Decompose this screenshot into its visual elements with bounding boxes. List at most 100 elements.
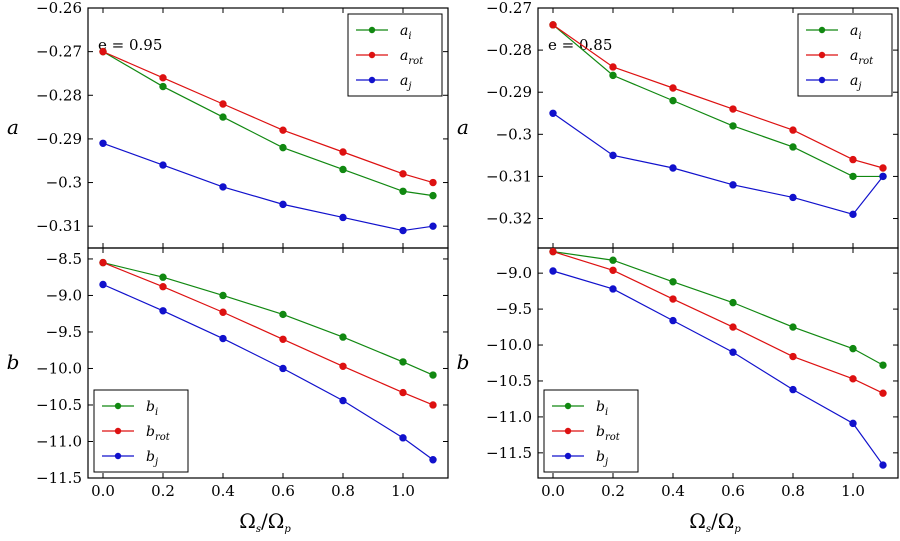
data-point-a-i	[399, 187, 407, 195]
data-point-b-j	[879, 461, 887, 469]
data-point-b-j	[789, 385, 797, 394]
data-point-a-rot	[399, 170, 407, 178]
legend-label-symbol: a	[850, 48, 858, 64]
y-tick-label: −0.29	[36, 130, 82, 148]
series-line-b-i	[552, 250, 884, 366]
data-point-a-i	[609, 71, 617, 80]
y-tick-label: −0.27	[36, 43, 82, 61]
data-point-b-i	[879, 361, 887, 369]
data-point-b-rot	[609, 266, 617, 274]
legend-marker-rot	[818, 51, 826, 59]
legend-marker-i	[564, 402, 572, 410]
y-tick-label: −0.28	[486, 41, 532, 59]
y-tick-label: −0.31	[486, 167, 532, 185]
data-point-b-j	[99, 280, 107, 289]
legend-marker-rot	[114, 427, 122, 435]
data-point-b-rot	[399, 388, 407, 397]
y-axis-label: b	[457, 350, 470, 374]
legend-label-subscript: j	[406, 81, 411, 92]
x-tick-label: 1.0	[391, 482, 415, 500]
x-tick-label: 1.0	[841, 482, 865, 500]
annotation-eccentricity: e = 0.95	[98, 36, 162, 54]
data-point-b-rot	[549, 247, 557, 256]
data-point-a-i	[339, 165, 347, 174]
panel-right-bottom: −11.5 −11.0 −10.5 −10.0 −9.5 −9.0 0.0 0.2 0.4 0.6…	[457, 247, 899, 500]
x-tick-label: 0.4	[661, 482, 685, 500]
data-point-b-rot	[219, 308, 227, 316]
x-axis-label-right: Ωs/Ωp	[689, 509, 741, 535]
data-point-a-j	[729, 181, 737, 189]
legend-marker-j	[818, 76, 826, 84]
data-point-b-j	[429, 456, 437, 464]
legend-label-subscript: i	[858, 31, 861, 42]
legend-label-b-i: bi	[146, 399, 158, 418]
data-point-b-rot	[339, 362, 347, 370]
data-point-b-rot	[99, 258, 107, 267]
annotation-eccentricity: e = 0.85	[548, 36, 612, 54]
legend-label-b-rot: brot	[146, 424, 171, 443]
data-point-b-rot	[879, 389, 887, 397]
y-tick-label: −9.0	[46, 286, 82, 304]
data-point-b-j	[609, 285, 617, 293]
x-tick-label: 0.4	[211, 482, 235, 500]
legend-marker-rot	[368, 51, 376, 59]
data-point-b-rot	[429, 401, 437, 409]
data-point-a-j	[789, 193, 797, 202]
data-point-a-rot	[849, 155, 857, 164]
y-tick-label: −9.5	[46, 323, 82, 341]
legend-label-subscript: j	[603, 457, 608, 468]
legend-marker-j	[368, 76, 376, 84]
data-point-a-j	[99, 139, 107, 147]
legend-label-symbol: a	[850, 73, 858, 89]
data-point-a-j	[609, 151, 617, 160]
series-line-a-j	[102, 142, 434, 232]
legend-marker-rot	[564, 427, 572, 435]
y-tick-label: −8.5	[46, 250, 82, 268]
legend-label-subscript: rot	[858, 56, 874, 67]
legend-label-symbol: b	[596, 449, 605, 465]
legend-label-subscript: j	[856, 81, 861, 92]
data-point-b-rot	[789, 352, 797, 361]
legend-marker-i	[368, 26, 376, 34]
x-tick-label: 0.0	[91, 482, 115, 500]
data-point-a-j	[669, 164, 677, 172]
data-point-b-rot	[729, 323, 737, 331]
y-tick-label: −11.5	[36, 469, 82, 487]
legend-label-symbol: b	[596, 399, 605, 415]
y-tick-label: −9.0	[496, 264, 532, 282]
legend-label-a-i: ai	[400, 23, 412, 42]
data-point-b-j	[279, 364, 287, 373]
data-point-b-i	[729, 298, 737, 307]
data-point-a-rot	[549, 21, 557, 29]
data-point-b-i	[609, 256, 617, 264]
y-tick-label: −11.0	[36, 432, 82, 450]
legend-label-symbol: b	[146, 399, 155, 415]
data-point-a-i	[789, 143, 797, 151]
legend-label-b-rot: brot	[596, 424, 621, 443]
y-tick-label: −10.5	[486, 372, 532, 390]
legend-marker-i	[114, 402, 122, 410]
series-line-b-i	[102, 262, 434, 376]
data-point-a-j	[279, 200, 287, 209]
y-tick-label: −0.26	[36, 0, 82, 17]
y-tick-label: −0.29	[486, 83, 532, 101]
legend-label-a-j: aj	[850, 73, 861, 92]
y-tick-label: −10.0	[36, 359, 82, 377]
data-point-a-i	[429, 191, 437, 200]
data-point-a-j	[339, 213, 347, 222]
y-tick-label: −10.5	[36, 396, 82, 414]
data-point-b-i	[399, 358, 407, 366]
data-point-a-j	[159, 161, 167, 169]
series-line-a-j	[552, 112, 884, 216]
data-point-b-j	[339, 396, 347, 405]
data-point-a-rot	[159, 74, 167, 82]
y-axis-label: a	[457, 115, 469, 139]
data-point-b-i	[789, 323, 797, 331]
data-point-a-rot	[219, 100, 227, 108]
x-tick-label: 0.2	[601, 482, 625, 500]
x-tick-label: 0.2	[151, 482, 175, 500]
data-point-a-j	[879, 172, 887, 181]
